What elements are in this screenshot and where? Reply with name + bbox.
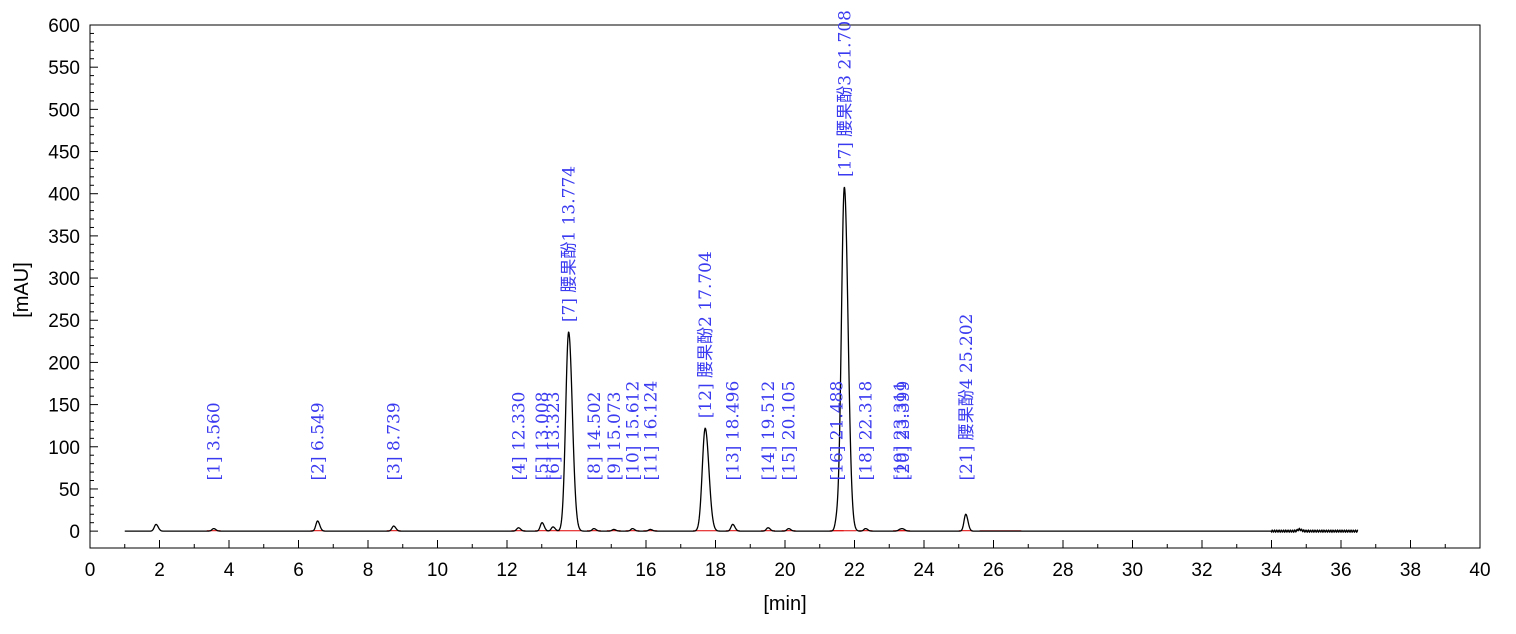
peak-label: [18] 22.318: [857, 381, 877, 481]
peak-label: [5] 13.008: [533, 392, 553, 481]
x-tick-label: 28: [1052, 560, 1073, 581]
y-tick-label: 0: [69, 522, 80, 543]
x-tick-label: 24: [913, 560, 935, 581]
peak-label: [3] 8.739: [385, 402, 405, 480]
y-tick-label: 50: [59, 480, 80, 501]
x-tick-label: 4: [224, 560, 235, 581]
x-tick-label: 20: [774, 560, 795, 581]
peak-label: [15] 20.105: [780, 381, 800, 481]
peak-label: [19] 23.311: [891, 381, 911, 481]
y-axis-title: [mAU]: [11, 262, 33, 318]
x-tick-label: 10: [427, 560, 448, 581]
x-tick-label: 6: [293, 560, 304, 581]
peak-label: [9] 15.073: [605, 392, 625, 481]
x-tick-label: 26: [983, 560, 1004, 581]
y-tick-label: 400: [48, 185, 80, 206]
peak-label: [16] 21.488: [828, 381, 848, 481]
y-tick-label: 250: [48, 311, 80, 332]
x-tick-label: 16: [635, 560, 656, 581]
axis-ticks: [89, 24, 1481, 548]
y-tick-label: 500: [48, 100, 80, 121]
y-tick-labels: 0 50 100 150 200 250 300 350 400 450 500 550 600: [48, 16, 80, 543]
x-tick-label: 36: [1330, 560, 1351, 581]
x-tick-label: 38: [1400, 560, 1421, 581]
x-tick-label: 8: [363, 560, 374, 581]
peak-label: [21] 腰果酚4 25.202: [957, 313, 977, 480]
y-tick-label: 100: [48, 438, 80, 459]
x-tick-label: 12: [496, 560, 517, 581]
x-tick-label: 22: [844, 560, 865, 581]
x-tick-label: 32: [1191, 560, 1212, 581]
y-tick-label: 550: [48, 58, 80, 79]
peak-label: [6] 13.323: [544, 392, 564, 481]
x-tick-label: 34: [1261, 560, 1283, 581]
peak-label: [2] 6.549: [309, 402, 329, 480]
peak-label: [12] 腰果酚2 17.704: [696, 251, 716, 418]
peak-label: [1] 3.560: [205, 402, 225, 480]
y-tick-label: 300: [48, 269, 80, 290]
peak-label: [20] 23.399: [894, 381, 914, 481]
x-tick-label: 18: [705, 560, 726, 581]
y-tick-label: 600: [48, 16, 80, 37]
peak-label: [17] 腰果酚3 21.708: [835, 10, 855, 177]
chromatogram-trace: [124, 186, 1359, 534]
peak-label: [11] 16.124: [641, 381, 661, 481]
x-tick-label: 30: [1122, 560, 1143, 581]
peak-label: [8] 14.502: [585, 392, 605, 481]
y-tick-label: 450: [48, 143, 80, 164]
peak-label: [4] 12.330: [510, 392, 530, 481]
y-tick-label: 150: [48, 396, 80, 417]
x-axis-title: [min]: [763, 593, 806, 615]
y-tick-label: 350: [48, 227, 80, 248]
x-tick-label: 2: [154, 560, 165, 581]
x-tick-label: 40: [1469, 560, 1490, 581]
x-tick-labels: 0 2 4 6 8 10 12 14 16 18 20 22 24 26 28 30 32 34 36 38 40: [85, 560, 1491, 581]
peak-label: [10] 15.612: [624, 381, 644, 481]
peak-labels: [1] 3.560 [2] 6.549 [3] 8.739 [4] 12.330 [5]…: [205, 10, 977, 481]
peak-label: [7] 腰果酚1 13.774: [560, 166, 580, 322]
y-tick-label: 200: [48, 353, 80, 374]
peak-label: [14] 19.512: [759, 381, 779, 481]
peak-label: [13] 18.496: [724, 381, 744, 481]
x-tick-label: 0: [85, 560, 96, 581]
x-tick-label: 14: [566, 560, 588, 581]
